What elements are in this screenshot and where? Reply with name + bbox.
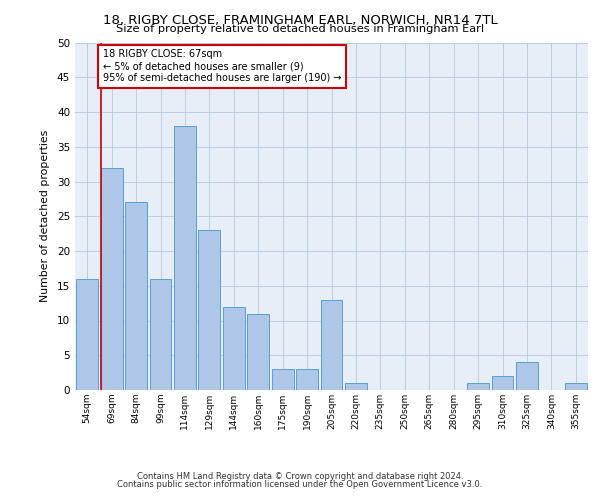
Bar xyxy=(565,383,587,390)
Bar xyxy=(467,383,489,390)
Text: Size of property relative to detached houses in Framingham Earl: Size of property relative to detached ho… xyxy=(116,24,484,34)
Bar xyxy=(491,376,514,390)
Text: 18 RIGBY CLOSE: 67sqm
← 5% of detached houses are smaller (9)
95% of semi-detach: 18 RIGBY CLOSE: 67sqm ← 5% of detached h… xyxy=(103,50,341,82)
Bar xyxy=(272,369,293,390)
Bar xyxy=(101,168,122,390)
Text: 18, RIGBY CLOSE, FRAMINGHAM EARL, NORWICH, NR14 7TL: 18, RIGBY CLOSE, FRAMINGHAM EARL, NORWIC… xyxy=(103,14,497,27)
Bar xyxy=(516,362,538,390)
Bar xyxy=(296,369,318,390)
Bar xyxy=(76,279,98,390)
Bar xyxy=(199,230,220,390)
Text: Contains public sector information licensed under the Open Government Licence v3: Contains public sector information licen… xyxy=(118,480,482,489)
Bar xyxy=(174,126,196,390)
Bar xyxy=(320,300,343,390)
Bar xyxy=(247,314,269,390)
Bar xyxy=(223,306,245,390)
Bar xyxy=(149,279,172,390)
Bar xyxy=(345,383,367,390)
Bar xyxy=(125,202,147,390)
Y-axis label: Number of detached properties: Number of detached properties xyxy=(40,130,50,302)
Text: Contains HM Land Registry data © Crown copyright and database right 2024.: Contains HM Land Registry data © Crown c… xyxy=(137,472,463,481)
